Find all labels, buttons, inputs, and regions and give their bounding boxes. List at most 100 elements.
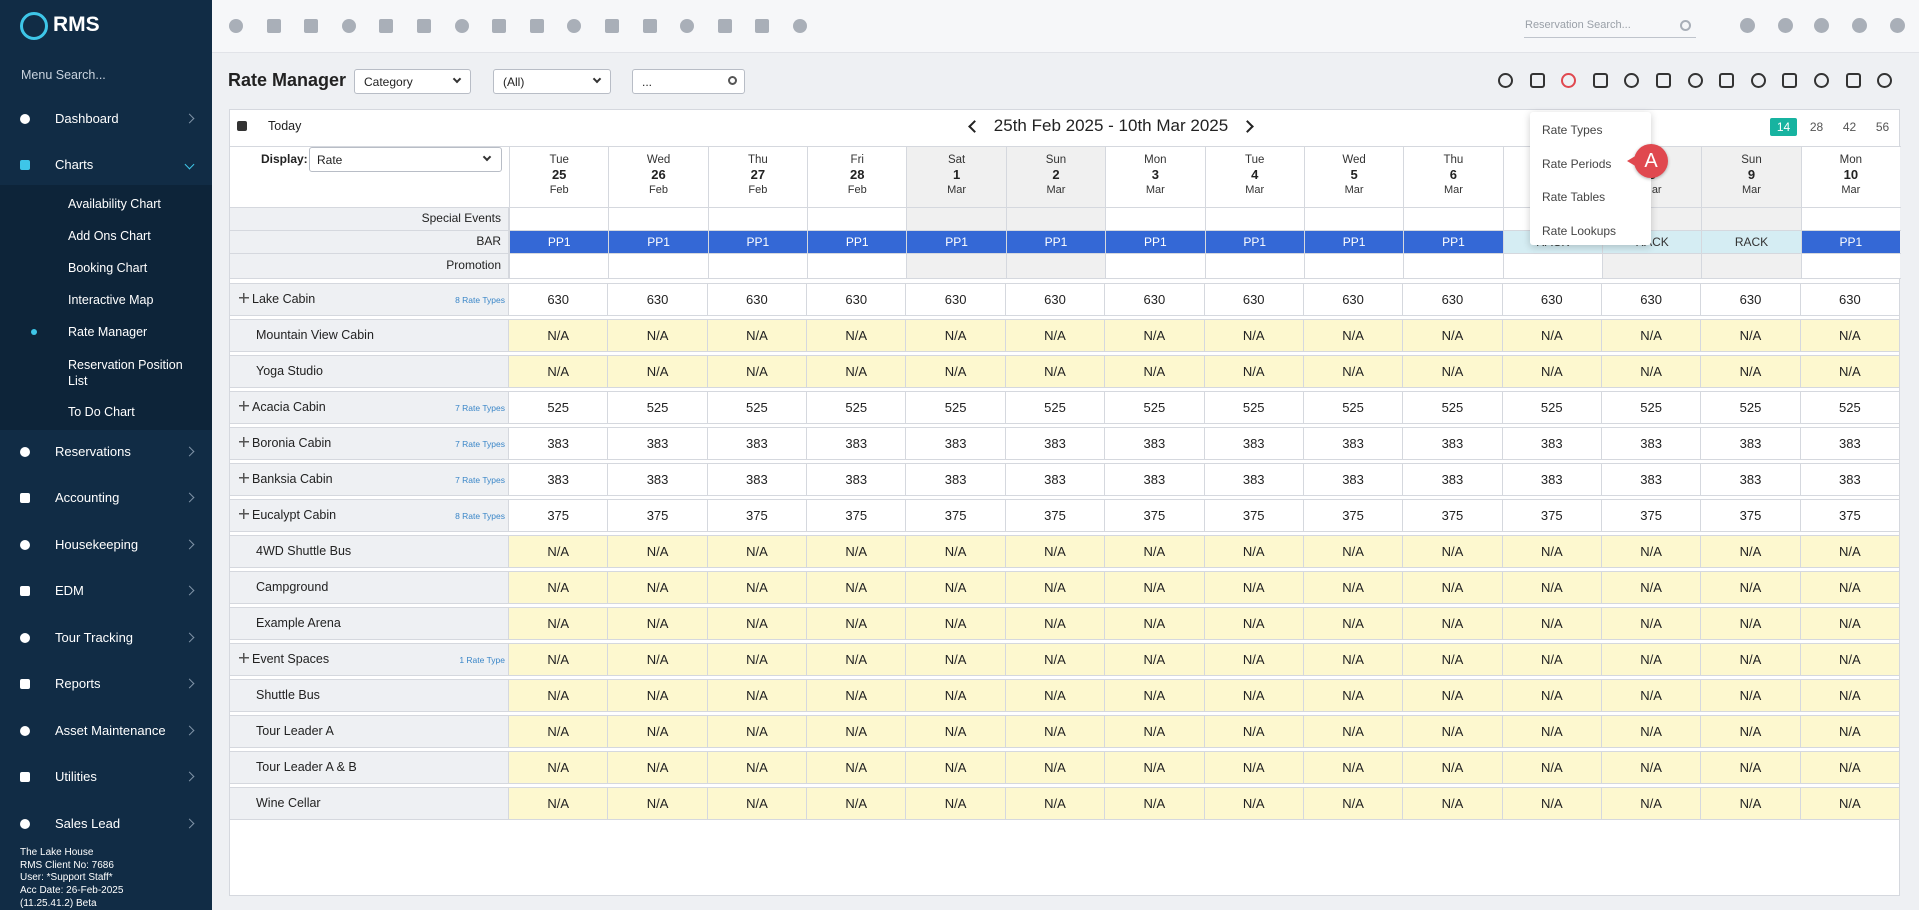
menu-item[interactable]: Accounting: [55, 490, 120, 505]
rate-cell[interactable]: 630: [906, 284, 1006, 315]
toolbar-icon[interactable]: [680, 19, 695, 33]
rate-cell[interactable]: 383: [906, 464, 1006, 495]
rate-cell[interactable]: N/A: [608, 680, 708, 711]
rate-cell[interactable]: N/A: [1105, 356, 1205, 387]
toolbar-icon[interactable]: [229, 19, 243, 33]
rate-cell[interactable]: N/A: [1105, 752, 1205, 783]
rate-cell[interactable]: 525: [1502, 392, 1602, 423]
rate-cell[interactable]: N/A: [1701, 572, 1801, 603]
reservation-search[interactable]: [1524, 18, 1696, 38]
next-arrow[interactable]: [1241, 120, 1254, 133]
submenu-item[interactable]: Availability Chart: [68, 197, 161, 211]
dropdown-item[interactable]: Rate Tables: [1542, 190, 1606, 204]
rate-cell[interactable]: N/A: [906, 680, 1006, 711]
rate-cell[interactable]: N/A: [707, 536, 808, 567]
rate-cell[interactable]: N/A: [1204, 536, 1304, 567]
rate-cell[interactable]: N/A: [906, 644, 1006, 675]
rate-cell[interactable]: N/A: [807, 608, 907, 639]
rate-cell[interactable]: N/A: [1502, 788, 1602, 819]
rate-cell[interactable]: N/A: [1601, 572, 1702, 603]
display-select[interactable]: Rate: [309, 147, 502, 172]
rate-cell[interactable]: N/A: [807, 356, 907, 387]
rate-cell[interactable]: N/A: [1303, 536, 1404, 567]
rate-cell[interactable]: N/A: [1403, 356, 1503, 387]
rate-cell[interactable]: N/A: [1303, 644, 1404, 675]
submenu-item[interactable]: Rate Manager: [68, 325, 148, 339]
topbar-icon[interactable]: [1740, 18, 1755, 33]
menu-item[interactable]: Charts: [55, 157, 94, 172]
rate-cell[interactable]: N/A: [1800, 608, 1901, 639]
toolbar-icon[interactable]: [379, 19, 394, 33]
rate-cell[interactable]: 630: [1403, 284, 1503, 315]
rate-cell[interactable]: N/A: [1403, 644, 1503, 675]
rate-cell[interactable]: N/A: [807, 320, 907, 351]
action-icon[interactable]: [1877, 73, 1893, 88]
rate-cell[interactable]: N/A: [1403, 536, 1503, 567]
toolbar-icon[interactable]: [793, 19, 807, 33]
rate-cell[interactable]: 630: [509, 284, 609, 315]
submenu-item[interactable]: Reservation Position List: [68, 358, 183, 388]
rate-cell[interactable]: N/A: [1502, 716, 1602, 747]
rate-cell[interactable]: 525: [707, 392, 808, 423]
rate-cell[interactable]: N/A: [1701, 752, 1801, 783]
rate-cell[interactable]: 375: [608, 500, 708, 531]
rate-cell[interactable]: N/A: [1005, 680, 1106, 711]
rate-types-link[interactable]: 8 Rate Types: [455, 295, 505, 305]
action-icon[interactable]: [1845, 73, 1861, 88]
expand-toggle[interactable]: [239, 473, 249, 483]
expand-toggle[interactable]: [239, 509, 249, 519]
rate-cell[interactable]: N/A: [1005, 752, 1106, 783]
rate-cell[interactable]: N/A: [707, 608, 808, 639]
topbar-icon[interactable]: [1890, 18, 1905, 33]
menu-item[interactable]: Dashboard: [55, 111, 119, 126]
rate-cell[interactable]: N/A: [1800, 644, 1901, 675]
menu-item[interactable]: Reports: [55, 676, 101, 691]
rate-cell[interactable]: N/A: [509, 680, 609, 711]
rate-cell[interactable]: 525: [1105, 392, 1205, 423]
rate-cell[interactable]: N/A: [1204, 644, 1304, 675]
rate-cell[interactable]: N/A: [509, 716, 609, 747]
rate-cell[interactable]: N/A: [1701, 536, 1801, 567]
rate-cell[interactable]: N/A: [1005, 356, 1106, 387]
expand-toggle[interactable]: [239, 653, 249, 663]
rate-types-link[interactable]: 7 Rate Types: [455, 403, 505, 413]
rate-cell[interactable]: 525: [1204, 392, 1304, 423]
rate-cell[interactable]: 525: [807, 392, 907, 423]
rate-cell[interactable]: N/A: [608, 752, 708, 783]
rate-cell[interactable]: 630: [1005, 284, 1106, 315]
rate-cell[interactable]: 525: [1403, 392, 1503, 423]
rate-cell[interactable]: N/A: [1800, 680, 1901, 711]
rate-cell[interactable]: N/A: [1105, 572, 1205, 603]
rate-cell[interactable]: N/A: [1403, 320, 1503, 351]
rate-cell[interactable]: 375: [707, 500, 808, 531]
action-icon[interactable]: [1561, 73, 1577, 88]
rate-cell[interactable]: N/A: [707, 788, 808, 819]
rate-cell[interactable]: N/A: [1601, 788, 1702, 819]
menu-item[interactable]: Reservations: [55, 444, 131, 459]
rate-cell[interactable]: N/A: [509, 608, 609, 639]
rate-cell[interactable]: N/A: [1105, 680, 1205, 711]
rate-cell[interactable]: N/A: [906, 356, 1006, 387]
menu-item[interactable]: Housekeeping: [55, 537, 139, 552]
rate-cell[interactable]: N/A: [608, 356, 708, 387]
rate-cell[interactable]: N/A: [1701, 644, 1801, 675]
rate-cell[interactable]: N/A: [509, 356, 609, 387]
rate-cell[interactable]: N/A: [1701, 680, 1801, 711]
rate-cell[interactable]: 383: [707, 464, 808, 495]
rate-cell[interactable]: N/A: [1105, 644, 1205, 675]
action-icon[interactable]: [1782, 73, 1798, 88]
rate-cell[interactable]: 630: [608, 284, 708, 315]
rate-cell[interactable]: N/A: [1800, 788, 1901, 819]
rate-cell[interactable]: N/A: [1800, 752, 1901, 783]
rate-cell[interactable]: 383: [509, 428, 609, 459]
rate-cell[interactable]: N/A: [1005, 608, 1106, 639]
day-option[interactable]: 14: [1770, 118, 1797, 136]
rate-cell[interactable]: N/A: [807, 752, 907, 783]
menu-item[interactable]: Sales Lead: [55, 816, 121, 831]
rate-cell[interactable]: N/A: [608, 644, 708, 675]
rate-cell[interactable]: 375: [1204, 500, 1304, 531]
rate-cell[interactable]: 383: [1403, 464, 1503, 495]
rate-cell[interactable]: N/A: [1800, 572, 1901, 603]
rate-cell[interactable]: N/A: [707, 752, 808, 783]
rate-cell[interactable]: 630: [1601, 284, 1702, 315]
